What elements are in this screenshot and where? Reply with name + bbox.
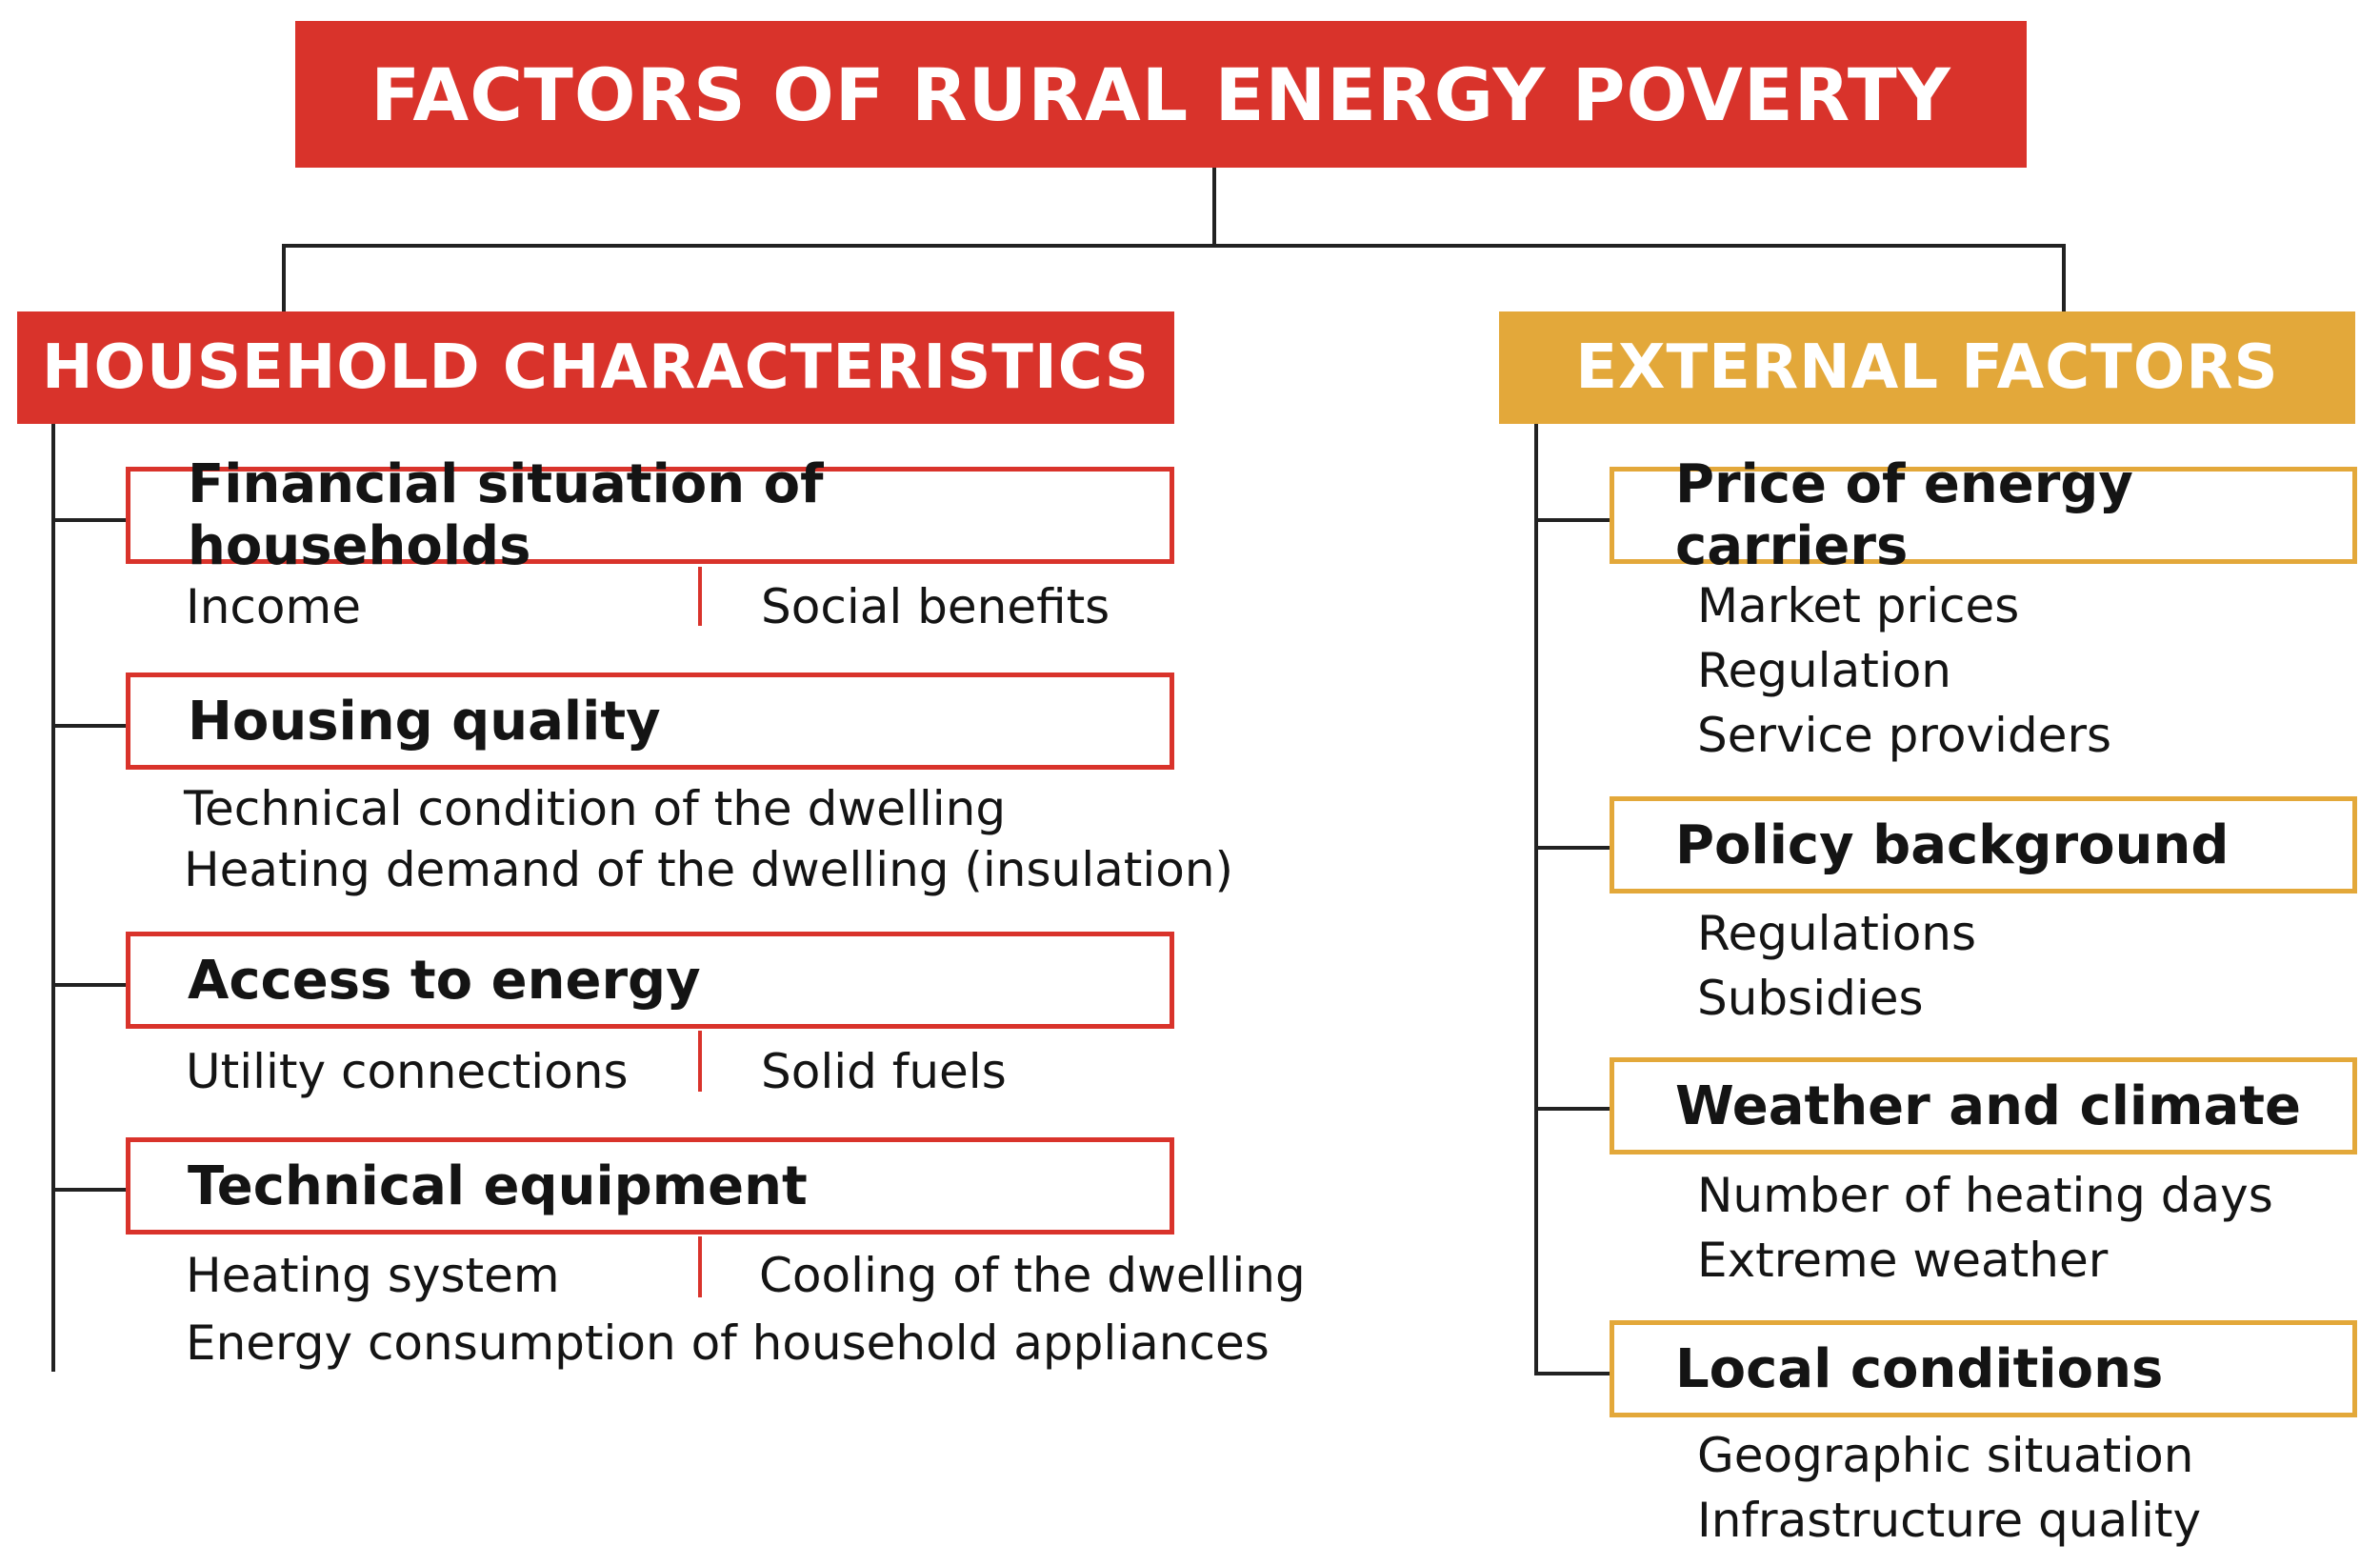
household-tick-3 bbox=[51, 983, 128, 987]
household-item-social-benefits: Social benefits bbox=[761, 579, 1110, 634]
external-item-regulation: Regulation bbox=[1697, 643, 1951, 698]
household-tick-4 bbox=[51, 1188, 128, 1192]
external-heading: EXTERNAL FACTORS bbox=[1499, 311, 2355, 424]
external-item-regulations: Regulations bbox=[1697, 906, 1977, 961]
household-item-cooling: Cooling of the dwelling bbox=[759, 1248, 1306, 1303]
household-item-heating-demand: Heating demand of the dwelling (insulati… bbox=[184, 842, 1234, 897]
branch-left-drop bbox=[282, 244, 286, 312]
household-tick-1 bbox=[51, 518, 128, 522]
external-group-price: Price of energy carriers bbox=[1610, 453, 2357, 577]
title-stem bbox=[1212, 168, 1216, 248]
branch-right-drop bbox=[2062, 244, 2066, 312]
diagram-title: FACTORS OF RURAL ENERGY POVERTY bbox=[295, 21, 2027, 168]
external-item-market-prices: Market prices bbox=[1697, 578, 2020, 633]
equipment-divider bbox=[698, 1236, 702, 1297]
external-item-extreme-weather: Extreme weather bbox=[1697, 1233, 2109, 1288]
household-item-solid-fuels: Solid fuels bbox=[761, 1044, 1007, 1099]
external-group-local: Local conditions bbox=[1610, 1320, 2357, 1417]
external-item-heating-days: Number of heating days bbox=[1697, 1168, 2273, 1223]
household-tick-2 bbox=[51, 724, 128, 728]
household-item-heating-system: Heating system bbox=[186, 1248, 560, 1303]
household-item-technical-condition: Technical condition of the dwelling bbox=[184, 781, 1007, 836]
household-group-financial: Financial situation of households bbox=[126, 453, 1174, 577]
external-group-policy: Policy background bbox=[1610, 796, 2357, 893]
branch-horizontal bbox=[282, 244, 2066, 248]
external-item-geographic: Geographic situation bbox=[1697, 1428, 2194, 1483]
external-tick-2 bbox=[1534, 846, 1612, 850]
external-tick-4 bbox=[1534, 1372, 1612, 1375]
external-spine bbox=[1534, 424, 1538, 1375]
access-divider bbox=[698, 1031, 702, 1092]
household-item-income: Income bbox=[186, 579, 361, 634]
household-heading: HOUSEHOLD CHARACTERISTICS bbox=[17, 311, 1174, 424]
external-item-service-providers: Service providers bbox=[1697, 708, 2112, 763]
household-group-access: Access to energy bbox=[126, 932, 1174, 1029]
external-tick-3 bbox=[1534, 1107, 1612, 1111]
external-group-weather: Weather and climate bbox=[1610, 1057, 2357, 1154]
external-tick-1 bbox=[1534, 518, 1612, 522]
household-group-equipment: Technical equipment bbox=[126, 1137, 1174, 1235]
household-spine bbox=[51, 424, 55, 1372]
financial-divider bbox=[698, 567, 702, 626]
household-group-housing: Housing quality bbox=[126, 673, 1174, 770]
household-item-utility-connections: Utility connections bbox=[186, 1044, 629, 1099]
household-item-appliances: Energy consumption of household applianc… bbox=[186, 1315, 1270, 1371]
external-item-infrastructure: Infrastructure quality bbox=[1697, 1493, 2202, 1548]
external-item-subsidies: Subsidies bbox=[1697, 971, 1924, 1026]
